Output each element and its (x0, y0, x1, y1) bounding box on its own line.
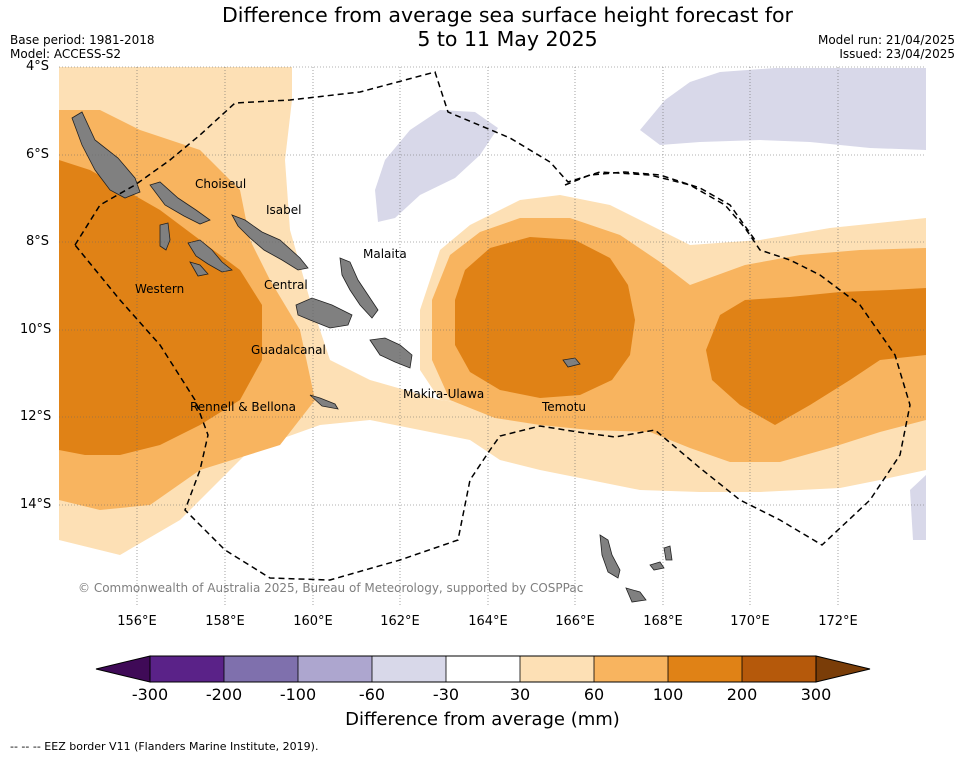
lat-label-4s: 4°S (26, 59, 50, 74)
contour-100-200-east-b (706, 288, 926, 425)
contour-neg-60-30-a (375, 110, 498, 222)
lat-label-12s: 12°S (20, 409, 52, 424)
espiritu-santo-island (599, 534, 621, 579)
colorbar-bin-4 (372, 656, 446, 682)
issued-date: Issued: 23/04/2025 (839, 47, 955, 61)
colorbar-bin-2 (224, 656, 298, 682)
map-title: Difference from average sea surface heig… (0, 3, 965, 51)
colorbar-tick: -300 (131, 685, 169, 704)
colorbar-bin-8 (668, 656, 742, 682)
lon-label-166e: 166°E (555, 614, 595, 629)
makira-island (369, 337, 413, 369)
lat-label-10s: 10°S (20, 322, 52, 337)
lon-label-168e: 168°E (643, 614, 683, 629)
eez-vanuatu-boundary (564, 171, 756, 241)
guadalcanal-island (295, 297, 353, 329)
colorbar-tick: 60 (583, 685, 605, 704)
choiseul-island (149, 181, 211, 225)
contour-100-200-west (59, 160, 262, 455)
lon-label-172e: 172°E (818, 614, 858, 629)
lon-label-156e: 156°E (117, 614, 157, 629)
meta-left: Base period: 1981-2018 Model: ACCESS-S2 (10, 33, 155, 61)
landmass-group (71, 111, 673, 603)
lat-label-6s: 6°S (26, 147, 50, 162)
title-line-2: 5 to 11 May 2025 (417, 27, 598, 51)
place-label-guadalcanal: Guadalcanal (251, 343, 326, 357)
lon-label-164e: 164°E (468, 614, 508, 629)
bougainville-island (71, 111, 141, 199)
rennell-island (309, 394, 339, 410)
colorbar-tick: -100 (279, 685, 317, 704)
colorbar-bin-5 (446, 656, 520, 682)
base-period: Base period: 1981-2018 (10, 33, 155, 47)
model-name: Model: ACCESS-S2 (10, 47, 122, 61)
place-label-choiseul: Choiseul (195, 177, 247, 191)
contour-100-200-east-a (455, 237, 635, 398)
eez-solomon-islands (74, 71, 911, 581)
place-label-makira-ulawa: Makira-Ulawa (403, 387, 485, 401)
lat-label-8s: 8°S (26, 234, 50, 249)
place-label-central: Central (264, 278, 308, 292)
copyright-notice: © Commonwealth of Australia 2025, Bureau… (78, 581, 584, 595)
meta-right: Model run: 21/04/2025 Issued: 23/04/2025 (818, 33, 955, 61)
colorbar-bin-9 (742, 656, 816, 682)
colorbar-outline (149, 655, 817, 683)
contour-neg-60-30-b (640, 68, 926, 150)
malaita-island (339, 257, 379, 319)
lon-label-158e: 158°E (205, 614, 245, 629)
colorbar-bin-3 (298, 656, 372, 682)
place-label-temotu: Temotu (542, 400, 587, 414)
colorbar-bin-1 (150, 656, 224, 682)
eez-legend-footer: -- -- -- EEZ border V11 (Flanders Marine… (10, 740, 319, 753)
contour-neg-60-30-c (910, 475, 926, 540)
place-label-rennell-bellona: Rennell & Bellona (190, 400, 297, 414)
colorbar-tick: -60 (358, 685, 386, 704)
map-plot-area (59, 67, 926, 603)
place-label-malaita: Malaita (363, 247, 407, 261)
colorbar-extend-low (95, 655, 151, 683)
title-line-1: Difference from average sea surface heig… (222, 3, 793, 27)
lon-label-160e: 160°E (293, 614, 333, 629)
colorbar-tick: 200 (726, 685, 758, 704)
colorbar-bin-6 (520, 656, 594, 682)
gridlines (59, 66, 926, 605)
vanuatu-islet-c (663, 545, 673, 561)
vanuatu-islet-a (649, 561, 665, 571)
colorbar (95, 655, 871, 683)
colorbar-separators (223, 656, 743, 682)
colorbar-extend-high (815, 655, 871, 683)
isabel-island (231, 214, 309, 271)
ndeni-island (562, 357, 581, 368)
colorbar-bin-7 (594, 656, 668, 682)
new-georgia-island (159, 222, 171, 251)
eez-borders (74, 71, 911, 581)
colorbar-tick: 300 (800, 685, 832, 704)
colorbar-tick: -30 (432, 685, 460, 704)
lon-label-170e: 170°E (730, 614, 770, 629)
lon-label-162e: 162°E (380, 614, 420, 629)
colorbar-title: Difference from average (mm) (345, 709, 620, 730)
place-label-isabel: Isabel (266, 203, 302, 217)
place-label-western: Western (135, 282, 185, 296)
colorbar-tick: 30 (509, 685, 531, 704)
colorbar-tick: -200 (205, 685, 243, 704)
lat-label-14s: 14°S (20, 497, 52, 512)
model-run: Model run: 21/04/2025 (817, 33, 955, 47)
western-islet (189, 261, 209, 277)
new-georgia-group (187, 239, 233, 273)
colorbar-tick: 100 (652, 685, 684, 704)
vanuatu-islet-b (625, 587, 647, 603)
